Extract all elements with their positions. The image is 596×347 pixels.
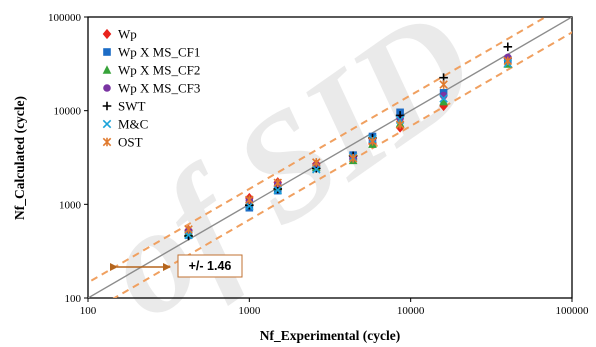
legend-label-wp: Wp [118,27,137,42]
legend-marker-wp-x-ms-cf1 [103,48,111,56]
legend: Wp Wp X MS_CF1 Wp X MS_CF2 Wp X MS_CF3 SWT M&… [93,22,229,158]
scatter-band-annotation: +/- 1.46 [110,254,243,278]
y-tick-label: 1000 [59,199,82,211]
reference-line-scatter-band-upper [88,17,548,284]
legend-label-wp-x-ms-cf2: Wp X MS_CF2 [118,63,200,78]
y-tick-label: 100 [65,293,82,305]
data-point-ost [273,178,283,188]
reference-line-scatter-band-lower [112,31,572,298]
data-point-ost [439,80,448,89]
legend-marker-swt [102,101,112,111]
legend-marker-wp-x-ms-cf2 [102,65,112,74]
x-axis-title: Nf_Experimental (cycle) [260,328,401,343]
legend-label-ost: OST [118,135,143,150]
plot-area [87,16,573,299]
data-point-ost [395,120,405,129]
legend-marker-wp [102,28,112,40]
legend-label-m-c: M&C [118,117,148,132]
scatter-band-label-box [177,254,243,278]
x-tick-label: 100000 [556,305,590,317]
axis-ticks: 100 1000 10000 100000 100 1000 10000 100000 [48,12,589,317]
legend-label-wp-x-ms-cf3: Wp X MS_CF3 [118,81,200,96]
data-point-wp [439,100,448,112]
x-tick-label: 1000 [238,305,261,317]
scatter-band-label: +/- 1.46 [189,259,232,273]
data-point-m-c [245,201,254,211]
legend-label-swt: SWT [118,99,146,114]
y-axis-title: Nf_Calculated (cycle) [12,96,27,220]
data-point-swt [503,42,513,52]
legend-item-wp-x-ms-cf2: Wp X MS_CF2 [102,63,200,78]
data-point-ost [184,225,193,234]
data-point-ost [348,154,358,163]
x-tick-label: 10000 [397,305,425,317]
data-point-ost [368,137,377,146]
series-ost [184,56,513,234]
legend-item-wp-x-ms-cf1: Wp X MS_CF1 [103,45,200,60]
data-points [184,42,513,241]
legend-marker-ost [102,137,112,147]
legend-marker-wp-x-ms-cf3 [103,84,111,92]
legend-marker-m-c [102,119,112,129]
data-point-ost [245,195,254,205]
data-point-m-c [439,94,448,103]
y-tick-label: 10000 [54,106,82,118]
legend-item-swt: SWT [102,99,146,114]
legend-label-wp-x-ms-cf1: Wp X MS_CF1 [118,45,200,60]
y-tick-label: 100000 [48,12,82,24]
data-point-ost [312,158,321,167]
data-point-m-c [273,185,283,195]
legend-item-wp-x-ms-cf3: Wp X MS_CF3 [103,81,200,96]
legend-item-wp: Wp [102,27,137,42]
data-point-ost [503,56,513,66]
legend-background [93,22,229,158]
data-point-m-c [312,165,321,174]
x-tick-label: 100 [80,305,97,317]
legend-item-m-c: M&C [102,117,148,132]
legend-item-ost: OST [102,135,143,150]
data-point-swt [395,111,405,120]
data-point-wp-x-ms-cf2 [439,96,448,106]
